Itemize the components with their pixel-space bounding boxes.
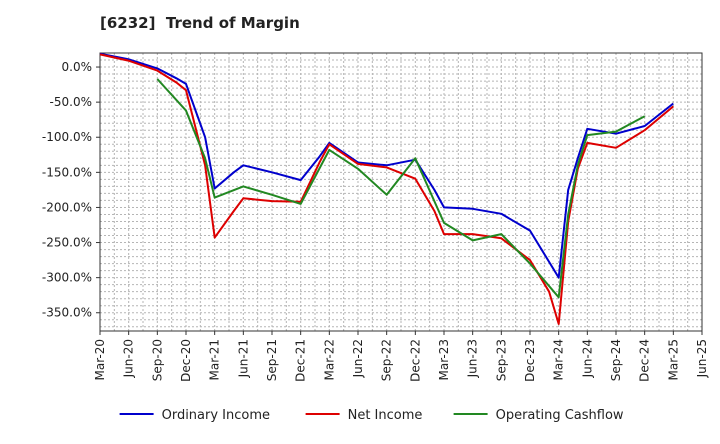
x-tick-label: Jun-22 [351,339,365,378]
legend-label-2: Operating Cashflow [496,408,624,423]
series-line-2 [156,78,646,299]
x-tick-label: Mar-21 [208,339,222,380]
x-tick-label: Mar-22 [322,339,336,380]
plot-frame [99,52,703,332]
x-tick-label: Jun-24 [580,339,594,378]
x-tick-label: Sep-22 [380,339,394,381]
x-tick-label: Jun-21 [236,339,250,378]
legend-label-0: Ordinary Income [162,408,270,423]
y-tick-label: -200.0% [42,200,92,214]
x-tick-label: Mar-25 [666,339,680,380]
x-tick-label: Dec-22 [408,339,422,382]
x-tick-label: Jun-23 [466,339,480,378]
y-tick-label: -100.0% [42,130,92,144]
x-tick-label: Dec-24 [638,339,652,382]
x-tick-label: Sep-21 [265,339,279,381]
y-tick-label: -250.0% [42,236,92,250]
x-tick-label: Dec-21 [294,339,308,382]
y-tick-label: -300.0% [42,271,92,285]
x-tick-label: Sep-24 [609,339,623,381]
y-tick-label: -50.0% [50,95,92,109]
y-tick-label: -150.0% [42,165,92,179]
legend-label-1: Net Income [348,408,423,423]
x-tick-label: Mar-24 [552,339,566,380]
x-tick-label: Dec-20 [179,339,193,382]
x-tick-label: Sep-20 [150,339,164,381]
y-tick-label: -350.0% [42,306,92,320]
x-tick-label: Mar-20 [93,339,107,380]
y-tick-label: 0.0% [62,60,93,74]
chart-title: [6232] Trend of Margin [100,14,300,32]
x-tick-label: Jun-25 [695,339,709,378]
series-line-0 [99,52,674,279]
x-tick-label: Mar-23 [437,339,451,380]
x-tick-label: Jun-20 [122,339,136,378]
x-tick-label: Dec-23 [523,339,537,382]
x-tick-label: Sep-23 [494,339,508,381]
